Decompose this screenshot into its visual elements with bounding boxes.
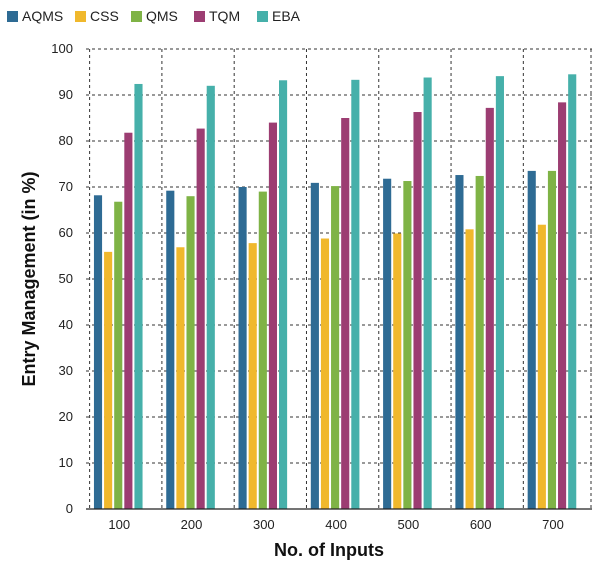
legend-swatch-qms [131, 11, 142, 22]
bar-aqms-600 [455, 175, 464, 510]
y-tick-label: 0 [66, 501, 73, 516]
bar-tqm-200 [196, 128, 205, 509]
y-tick-label: 80 [59, 133, 73, 148]
legend-swatch-tqm [194, 11, 205, 22]
bar-tqm-600 [485, 107, 494, 509]
bar-css-700 [537, 224, 546, 509]
y-tick-label: 10 [59, 455, 73, 470]
legend-swatch-aqms [7, 11, 18, 22]
bar-qms-600 [475, 175, 484, 509]
legend-label-qms: QMS [146, 8, 178, 24]
y-axis-title: Entry Management (in %) [19, 171, 39, 386]
x-tick-label: 200 [181, 517, 203, 532]
y-tick-label: 40 [59, 317, 73, 332]
bar-eba-700 [568, 74, 577, 510]
bar-aqms-300 [238, 187, 247, 509]
x-tick-label: 600 [470, 517, 492, 532]
bar-css-600 [465, 229, 474, 509]
bar-tqm-400 [341, 118, 350, 509]
bar-eba-100 [134, 83, 143, 510]
bar-css-500 [393, 233, 402, 509]
x-axis-ticks: 100 200 300 400 500 600 700 [108, 517, 563, 532]
y-tick-label: 50 [59, 271, 73, 286]
bar-css-200 [176, 247, 185, 509]
bar-aqms-100 [93, 195, 103, 509]
y-tick-label: 60 [59, 225, 73, 240]
bar-aqms-200 [166, 190, 175, 509]
x-tick-label: 400 [325, 517, 347, 532]
y-tick-label: 70 [59, 179, 73, 194]
bar-qms-100 [114, 201, 123, 509]
y-axis-ticks: 0 10 20 30 40 50 60 70 80 90 100 [51, 41, 73, 516]
bar-eba-500 [423, 77, 432, 510]
bars [93, 74, 577, 510]
legend-swatch-css [75, 11, 86, 22]
legend-label-aqms: AQMS [22, 8, 63, 24]
bar-tqm-700 [558, 102, 567, 510]
bar-eba-200 [206, 85, 215, 510]
legend-swatch-eba [257, 11, 268, 22]
legend: AQMS CSS QMS TQM EBA [7, 8, 301, 24]
bar-eba-300 [279, 80, 288, 509]
x-tick-label: 300 [253, 517, 275, 532]
legend-label-eba: EBA [272, 8, 301, 24]
bar-aqms-500 [383, 178, 392, 509]
y-tick-label: 90 [59, 87, 73, 102]
bar-css-300 [248, 243, 257, 509]
y-tick-label: 30 [59, 363, 73, 378]
bar-css-400 [320, 238, 330, 509]
bar-qms-400 [331, 186, 340, 509]
x-tick-label: 700 [542, 517, 564, 532]
bar-eba-400 [351, 79, 360, 509]
bar-eba-600 [495, 76, 504, 509]
bar-tqm-100 [124, 132, 133, 509]
bar-tqm-300 [268, 122, 278, 509]
legend-label-tqm: TQM [209, 8, 240, 24]
bar-aqms-700 [527, 170, 536, 509]
bar-qms-200 [186, 196, 195, 509]
bar-tqm-500 [413, 112, 422, 510]
y-tick-label: 20 [59, 409, 73, 424]
bar-qms-300 [258, 191, 267, 509]
bar-css-100 [104, 251, 113, 510]
bar-aqms-400 [310, 182, 319, 510]
bar-qms-500 [403, 181, 412, 509]
x-tick-label: 500 [398, 517, 420, 532]
x-axis-title: No. of Inputs [274, 540, 384, 560]
x-tick-label: 100 [108, 517, 130, 532]
legend-label-css: CSS [90, 8, 119, 24]
y-tick-label: 100 [51, 41, 73, 56]
bar-qms-700 [547, 170, 557, 509]
